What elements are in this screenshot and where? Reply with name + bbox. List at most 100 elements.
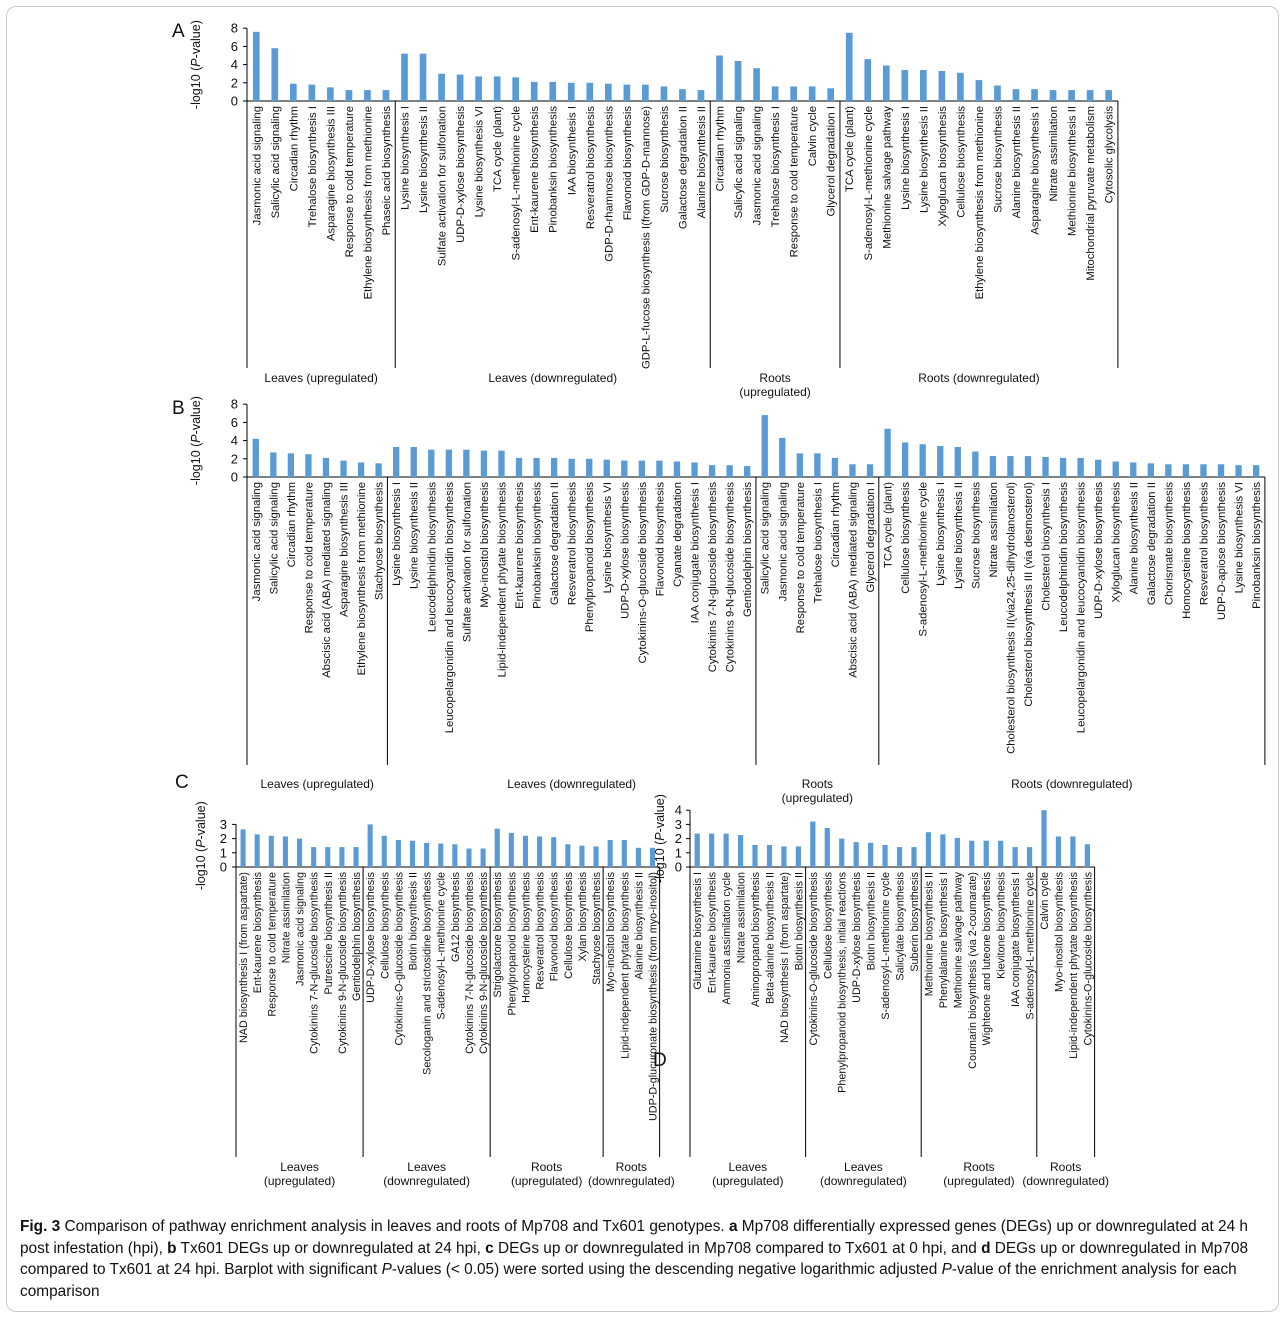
category-label: Coumarin biosynthesis (via 2-coumarate) <box>967 872 979 1069</box>
bar <box>480 450 488 477</box>
bar <box>445 449 452 477</box>
group-label: (upregulated) <box>712 1174 783 1188</box>
category-label: Lysine biosynthesis VI <box>474 106 486 217</box>
panel-label-c: C <box>175 772 189 793</box>
category-label: Lipid-independent phytate biosynthesis <box>1068 871 1080 1058</box>
bar <box>779 437 786 477</box>
y-axis-title: -log10 (P-value) <box>189 396 203 485</box>
category-label: Lysine biosynthesis I <box>935 482 947 586</box>
bar <box>579 845 585 867</box>
category-label: Leucopelargonidin and leucocyanidin bios… <box>444 482 456 734</box>
category-label: Cytokinins-O-glucoside biosynthesis <box>637 482 649 664</box>
category-label: Strigolactone biosynthesis <box>492 871 504 997</box>
bar <box>1007 456 1014 477</box>
bar <box>972 451 979 477</box>
y-tick-label: 8 <box>231 397 238 412</box>
y-tick-label: 3 <box>675 817 682 832</box>
category-label: Ammonia assimilation cycle <box>721 872 733 1005</box>
caption-text-2: Mp708 differentially expressed genes (DE… <box>20 1218 1248 1257</box>
category-label: Kievitone biosynthesis <box>996 871 1008 978</box>
figure-caption: Fig. 3 Comparison of pathway enrichment … <box>20 1216 1265 1302</box>
bar <box>940 834 946 867</box>
bar <box>638 460 646 477</box>
group-label: Roots <box>531 1160 562 1174</box>
bar <box>975 80 983 101</box>
bar <box>919 444 926 477</box>
group-label: (downregulated) <box>820 1174 907 1188</box>
category-label: Homocysteine biosynthesis <box>520 871 532 1002</box>
bar <box>1077 457 1084 477</box>
bar <box>252 31 260 102</box>
bar <box>808 86 816 101</box>
category-label: Ent-kaurene biosynthesis <box>252 871 264 993</box>
bar <box>565 844 571 867</box>
bar <box>1235 465 1242 477</box>
bar <box>1086 90 1094 101</box>
category-label: Trehalose biosynthesis I <box>770 106 782 227</box>
bar <box>901 442 909 477</box>
category-label: Alanine biosynthesis II <box>696 106 708 218</box>
category-label: IAA conjugate biosynthesis I <box>690 482 702 623</box>
bar <box>549 81 557 101</box>
category-label: Pinobanksin biosynthesis <box>532 482 544 609</box>
bar <box>1217 464 1225 477</box>
bar <box>781 846 787 867</box>
category-label: Jasmonic acid signaling <box>752 106 764 225</box>
group-label: (upregulated) <box>739 385 810 399</box>
category-label: UDP-D-xylose biosynthesis <box>455 106 467 243</box>
bar <box>660 86 668 101</box>
bar <box>998 840 1004 867</box>
bar <box>271 48 279 101</box>
bar <box>1012 89 1020 101</box>
bar <box>401 53 408 101</box>
category-label: TCA cycle (plant) <box>492 106 504 192</box>
figure-frame <box>6 6 1279 1312</box>
bar <box>868 842 874 867</box>
bar <box>567 82 575 101</box>
bar <box>726 465 733 477</box>
category-label: Circadian rhythm <box>288 106 300 191</box>
bar <box>493 76 501 101</box>
caption-panel-a: a <box>728 1218 738 1235</box>
category-label: Biotin biosynthesis II <box>793 872 805 970</box>
category-label: Cytokinins 9-N-glucoside biosynthesis <box>337 871 349 1053</box>
bar <box>353 847 359 867</box>
y-tick-label: 6 <box>231 415 238 430</box>
group-label: (upregulated) <box>943 1174 1014 1188</box>
bar <box>607 840 613 867</box>
bar <box>551 837 557 867</box>
category-label: Resveratrol biosynthesis <box>585 106 597 229</box>
bar <box>716 55 723 101</box>
y-tick-label: 0 <box>231 470 238 485</box>
category-label: Myo-inositol biosynthesis <box>605 871 617 992</box>
bar <box>1252 465 1260 477</box>
category-label: Nitrate assimilation <box>1048 106 1060 201</box>
category-label: Sucrose biosynthesis <box>659 106 671 213</box>
category-label: UDP-D-glucuronate biosynthesis (from myo… <box>648 872 660 1121</box>
bar <box>983 840 989 867</box>
bar <box>494 828 500 867</box>
category-label: Galactose degradation II <box>549 482 561 605</box>
category-label: Xyloglucan biosynthesis <box>1111 482 1123 603</box>
bar <box>289 83 297 101</box>
group-label: (upregulated) <box>511 1174 582 1188</box>
panel-label-b: B <box>172 398 185 419</box>
panel-label-d: D <box>653 1050 667 1071</box>
y-tick-label: 2 <box>231 451 238 466</box>
group-label: Leaves (downregulated) <box>507 777 636 791</box>
category-label: Salicylic acid signaling <box>270 106 282 218</box>
category-label: Lysine biosynthesis I <box>900 106 912 210</box>
bar <box>340 460 347 477</box>
bar <box>694 833 700 867</box>
bar <box>327 87 334 101</box>
bar <box>522 835 529 867</box>
category-label: Wighteone and luteone biosynthesis <box>981 871 993 1045</box>
bar <box>925 832 932 867</box>
figure-charts: A 0 2 4 6 8 -log10 (P-value) Jasmonic acid sign… <box>172 20 1266 1188</box>
category-label: UDP-D-xylose biosynthesis <box>365 871 377 1002</box>
category-label: UDP-D-xylose biosynthesis <box>851 871 863 1002</box>
bar <box>322 457 330 477</box>
bar <box>287 453 295 477</box>
category-label: Xylan biosynthesis <box>577 871 589 961</box>
group-label: Roots <box>802 777 833 791</box>
